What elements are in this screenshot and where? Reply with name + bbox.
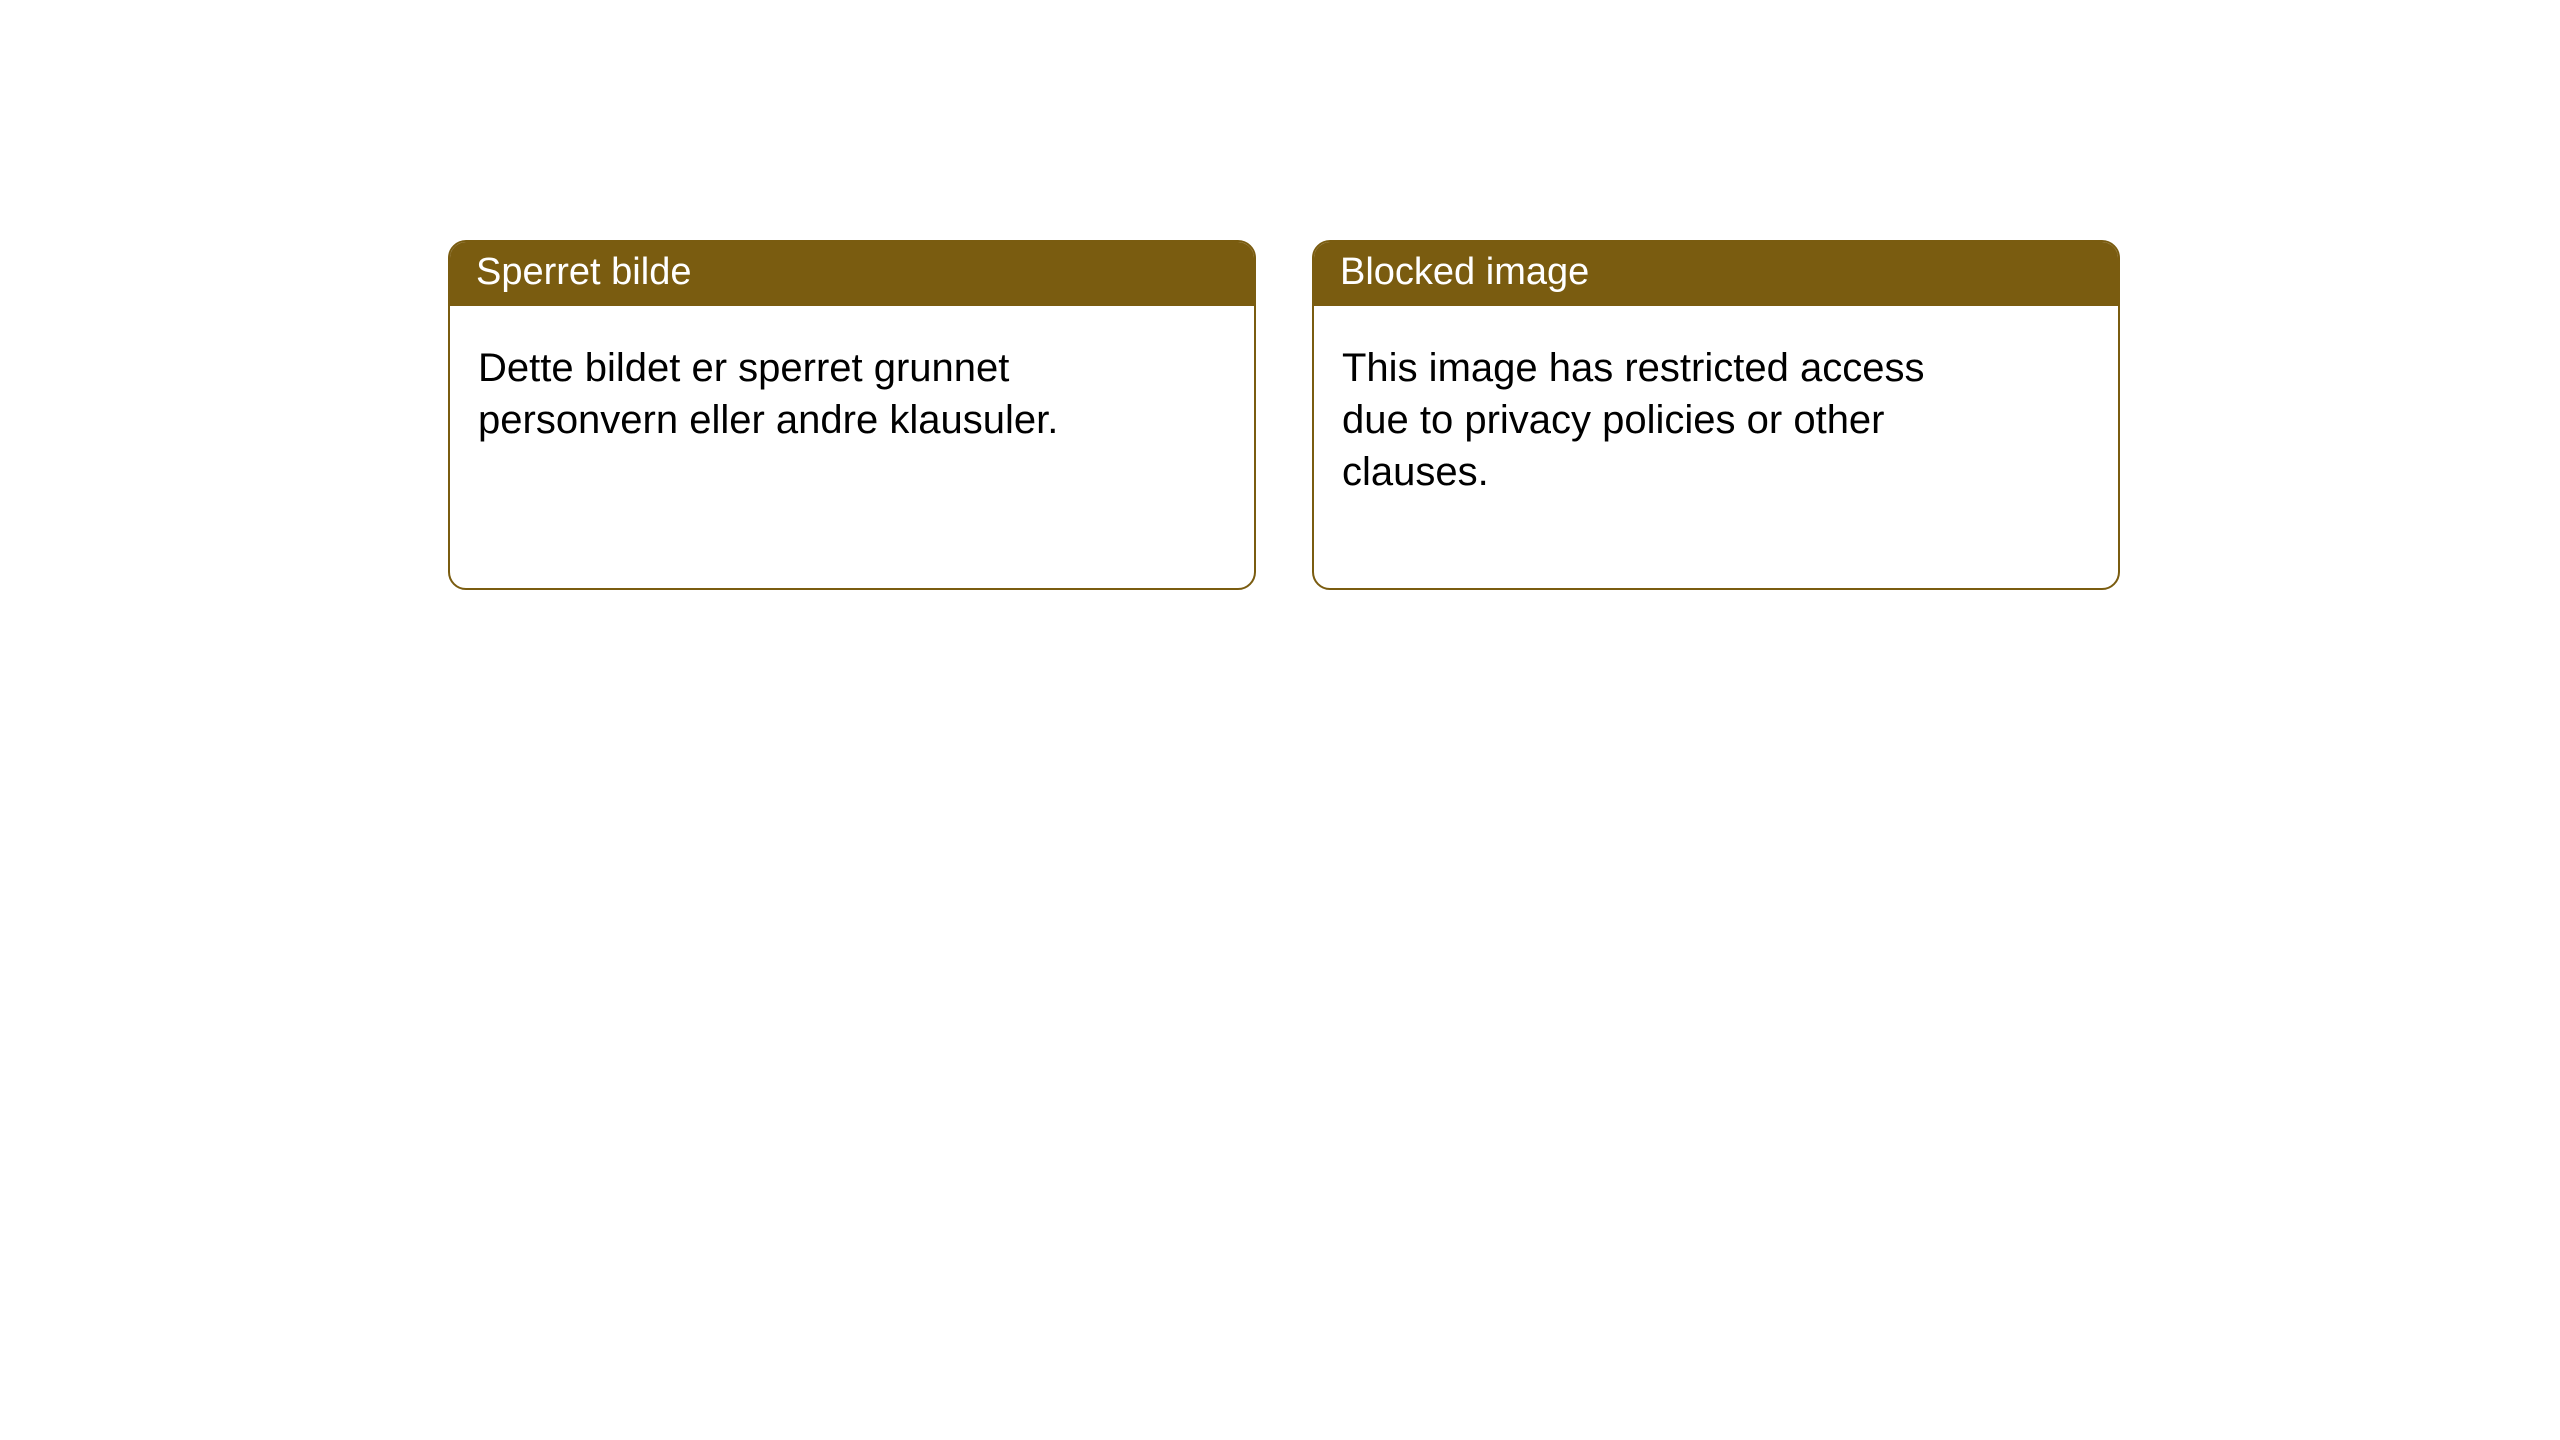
notice-body: This image has restricted access due to …	[1314, 306, 2014, 588]
notice-card-norwegian: Sperret bilde Dette bildet er sperret gr…	[448, 240, 1256, 590]
notice-body: Dette bildet er sperret grunnet personve…	[450, 306, 1150, 536]
notice-header: Blocked image	[1314, 242, 2118, 306]
notice-card-english: Blocked image This image has restricted …	[1312, 240, 2120, 590]
notice-header: Sperret bilde	[450, 242, 1254, 306]
notice-container: Sperret bilde Dette bildet er sperret gr…	[0, 0, 2560, 590]
